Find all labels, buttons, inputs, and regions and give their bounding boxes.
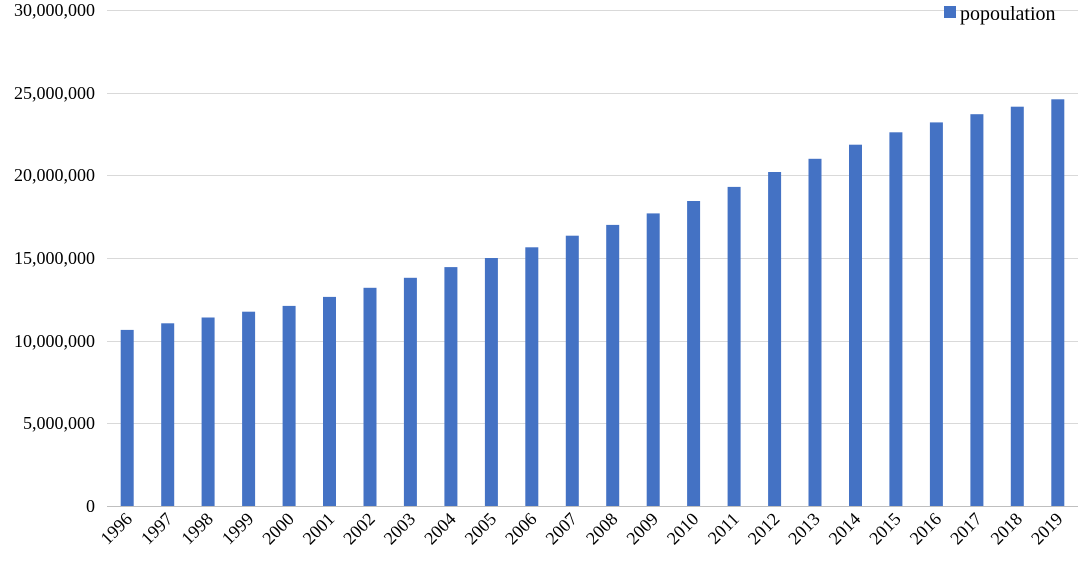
y-axis: 0 5,000,000 10,000,000 15,000,000 20,000,000… — [14, 0, 95, 516]
bar-2012 — [768, 172, 782, 506]
legend: popoulation — [944, 3, 1056, 25]
bar-2016 — [929, 122, 943, 507]
x-tick-label: 1999 — [218, 509, 258, 549]
y-tick-label: 10,000,000 — [14, 331, 95, 351]
x-axis: 1996 1997 1998 1999 2000 2001 2002 2003 2004 2005… — [96, 509, 1066, 549]
bar-2003 — [403, 277, 417, 506]
y-tick-label: 30,000,000 — [14, 0, 95, 20]
x-tick-label: 2009 — [622, 509, 662, 549]
x-tick-label: 2003 — [380, 509, 420, 549]
x-tick-label: 2013 — [784, 509, 824, 549]
x-tick-label: 2018 — [987, 509, 1027, 549]
x-tick-label: 2012 — [744, 509, 784, 549]
bar-2011 — [727, 186, 741, 506]
bar-1998 — [201, 317, 215, 506]
x-tick-label: 2007 — [542, 509, 582, 549]
x-tick-label: 2002 — [339, 509, 379, 549]
x-tick-label: 2019 — [1027, 509, 1067, 549]
x-tick-label: 1997 — [137, 509, 177, 549]
bar-2017 — [970, 114, 984, 506]
bar-2014 — [849, 144, 862, 506]
bar-2002 — [363, 287, 377, 506]
bar-2005 — [484, 258, 498, 506]
legend-label: popoulation — [960, 3, 1056, 25]
x-tick-label: 2005 — [461, 509, 501, 549]
x-tick-label: 2004 — [420, 509, 460, 549]
legend-swatch — [944, 6, 956, 18]
bar-2007 — [565, 235, 579, 506]
bar-1997 — [161, 323, 175, 506]
bars — [120, 99, 1065, 507]
bar-1999 — [242, 311, 256, 506]
y-tick-label: 25,000,000 — [14, 83, 95, 103]
y-tick-label: 5,000,000 — [23, 413, 95, 433]
x-tick-label: 2015 — [865, 509, 905, 549]
x-tick-label: 1996 — [96, 509, 136, 549]
y-tick-label: 20,000,000 — [14, 165, 95, 185]
y-tick-label: 0 — [86, 496, 95, 516]
bar-2004 — [444, 267, 458, 506]
gridlines — [107, 10, 1078, 507]
x-tick-label: 2000 — [258, 509, 298, 549]
bar-2006 — [525, 247, 539, 507]
bar-2010 — [687, 201, 701, 506]
bar-2009 — [646, 213, 660, 506]
x-tick-label: 2016 — [906, 509, 946, 549]
bar-2013 — [808, 158, 822, 507]
bar-1996 — [120, 329, 134, 506]
x-tick-label: 2014 — [825, 509, 865, 549]
x-tick-label: 2006 — [501, 509, 541, 549]
x-tick-label: 1998 — [177, 509, 217, 549]
x-tick-label: 2001 — [299, 509, 339, 549]
x-tick-label: 2017 — [946, 509, 986, 549]
bar-2001 — [323, 296, 336, 506]
bar-2019 — [1051, 99, 1065, 507]
x-tick-label: 2011 — [704, 509, 743, 548]
x-tick-label: 2010 — [663, 509, 703, 549]
y-tick-label: 15,000,000 — [14, 248, 95, 268]
bar-2018 — [1010, 106, 1024, 506]
x-tick-label: 2008 — [582, 509, 622, 549]
bar-2008 — [606, 224, 620, 506]
bar-2015 — [889, 132, 903, 507]
bar-2000 — [282, 305, 296, 506]
